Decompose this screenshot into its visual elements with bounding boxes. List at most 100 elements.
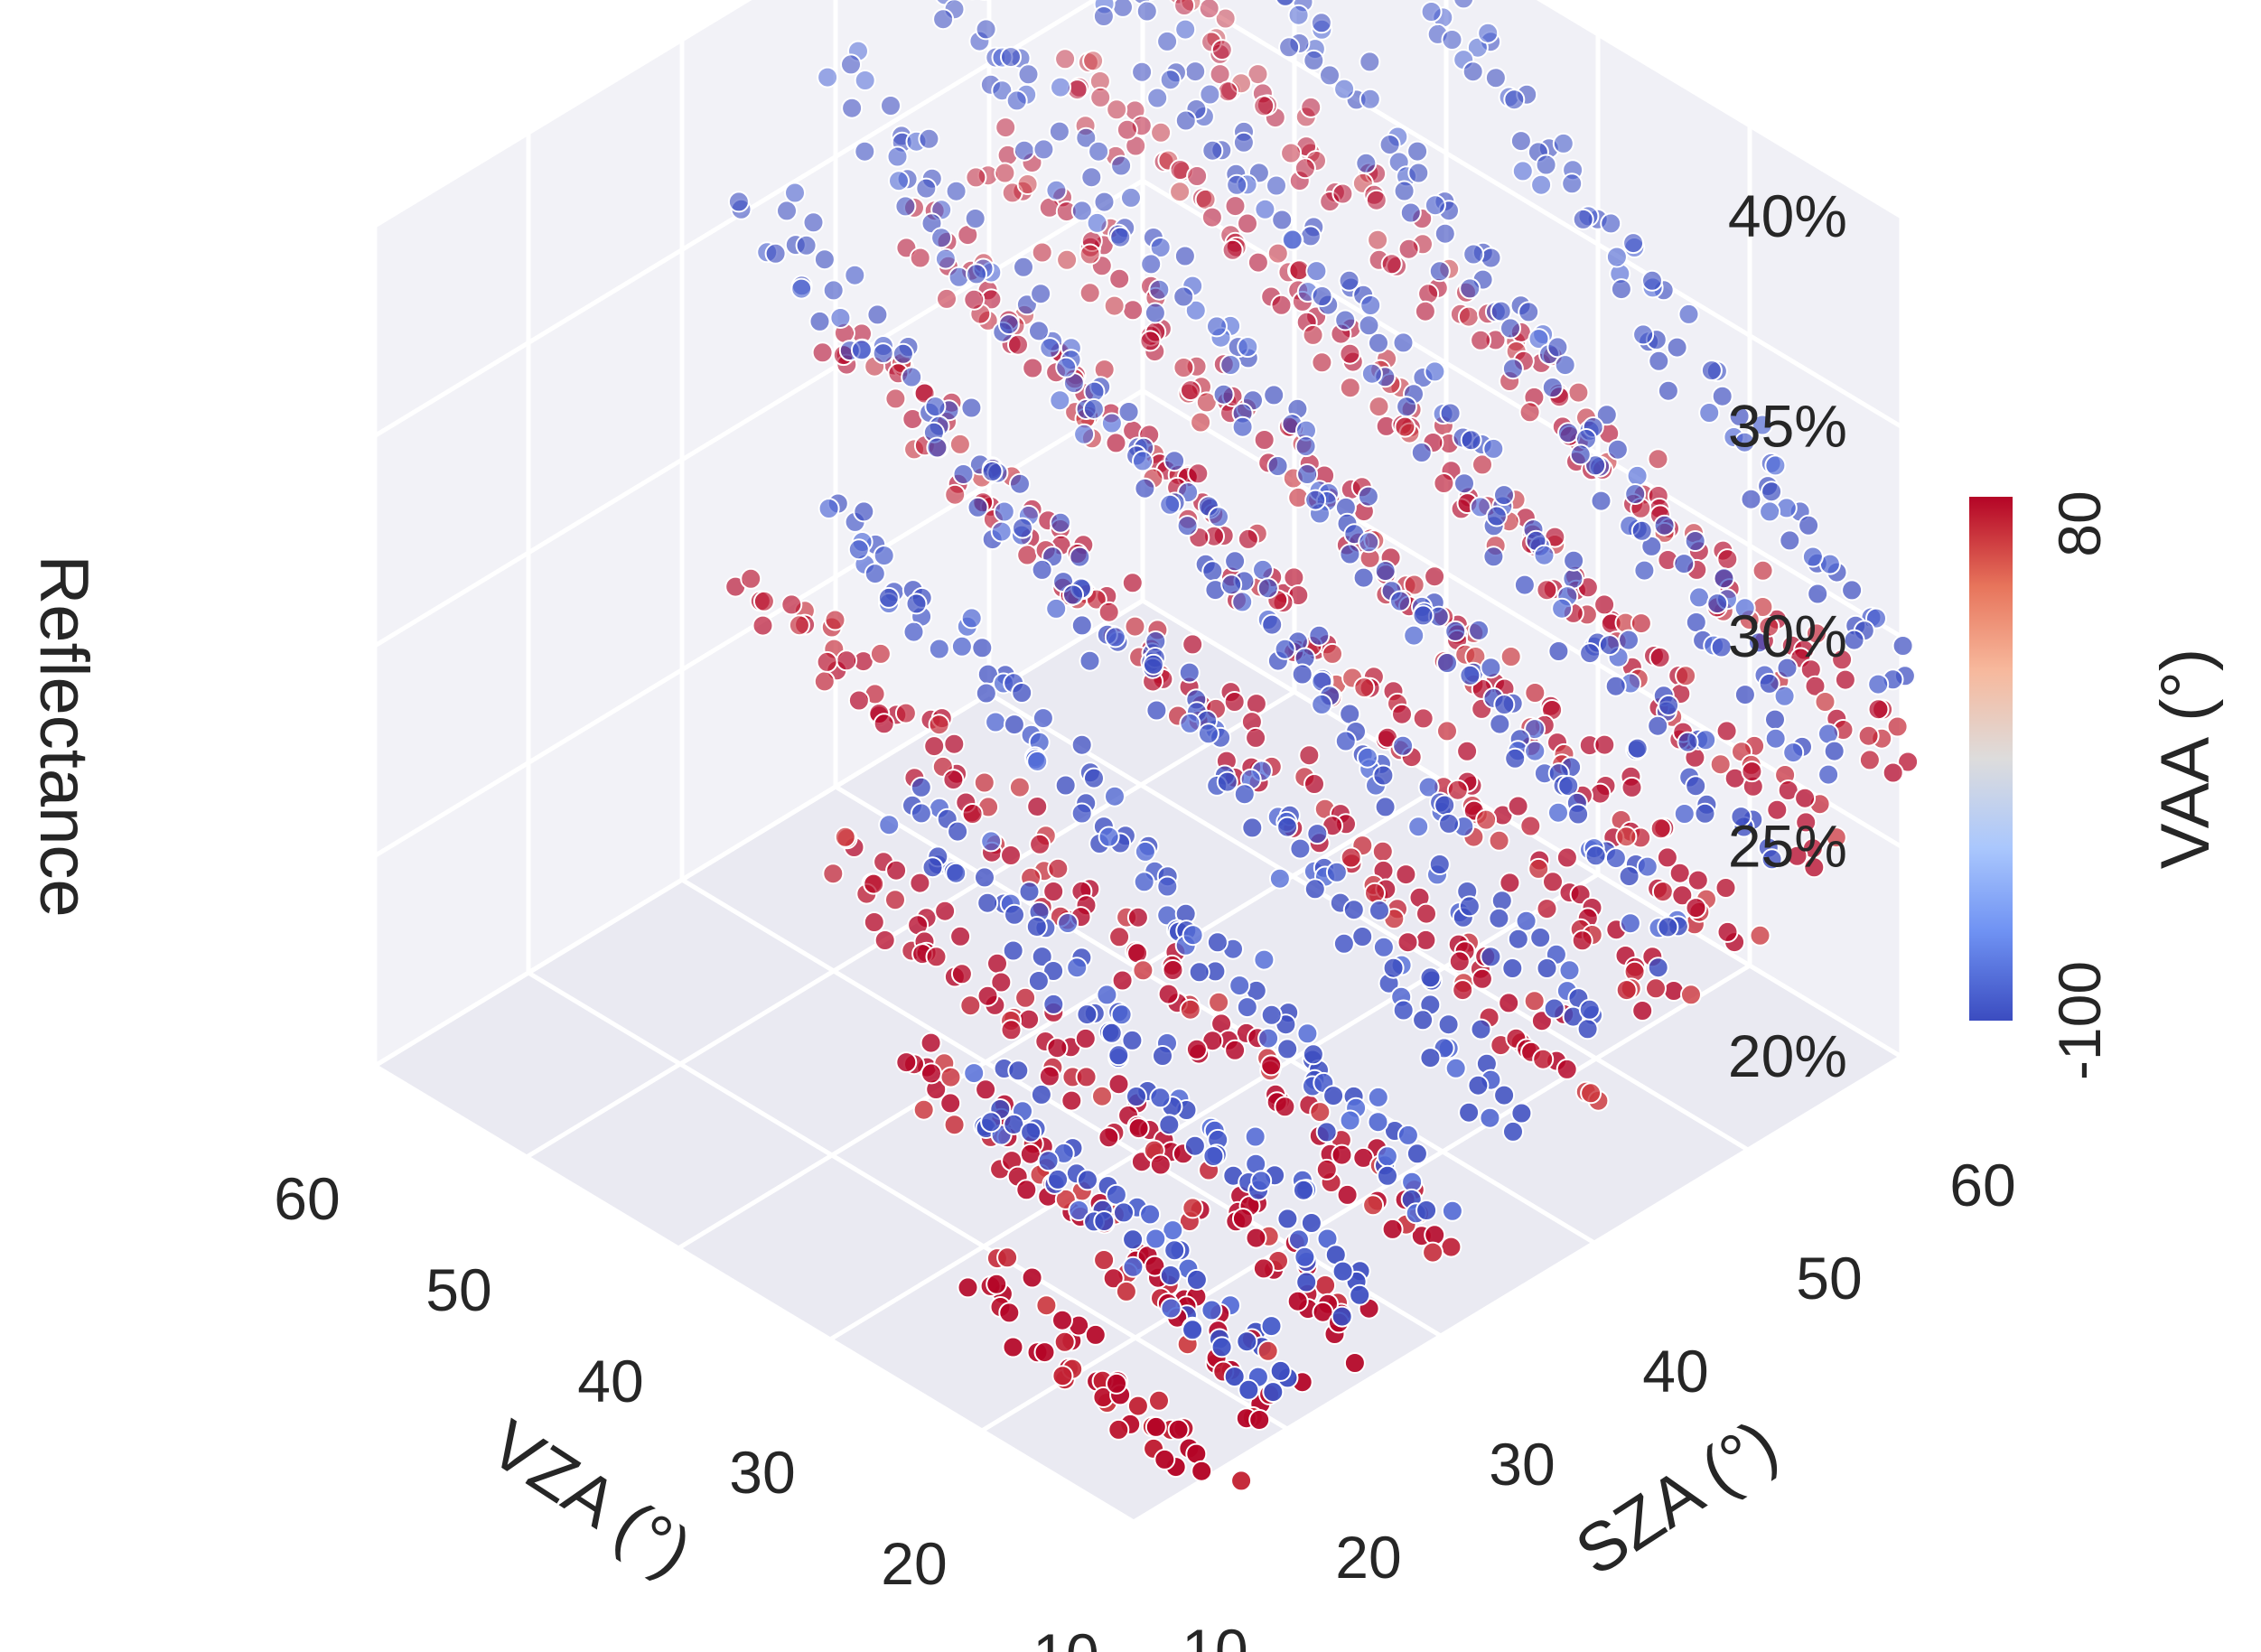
data-point	[975, 682, 997, 705]
data-point	[1475, 808, 1498, 831]
data-point	[1369, 900, 1390, 921]
data-point	[1580, 1082, 1602, 1105]
data-point	[1524, 740, 1546, 762]
data-point	[1238, 1378, 1260, 1401]
data-point	[834, 826, 856, 848]
data-point	[1536, 898, 1558, 920]
data-point	[918, 127, 940, 150]
data-point	[1116, 118, 1138, 141]
data-point	[1334, 730, 1357, 752]
data-point	[1230, 72, 1252, 95]
data-point	[1382, 957, 1405, 979]
data-point	[1453, 0, 1475, 10]
data-point	[1182, 1197, 1204, 1219]
data-point	[1339, 342, 1361, 365]
data-point	[894, 702, 917, 724]
data-point	[1733, 431, 1756, 453]
data-point	[1226, 173, 1248, 196]
data-point	[928, 638, 950, 660]
data-point	[1680, 984, 1702, 1006]
data-point	[1412, 707, 1434, 730]
data-point	[1237, 527, 1259, 550]
data-point	[1843, 629, 1865, 651]
data-point	[1245, 726, 1267, 749]
data-point	[1262, 1381, 1285, 1404]
data-point	[1376, 1145, 1398, 1168]
data-point	[1037, 1150, 1060, 1172]
data-point	[1444, 1057, 1467, 1079]
data-point	[1795, 811, 1817, 834]
data-point	[1438, 812, 1460, 835]
data-point	[1004, 903, 1025, 926]
data-point	[1758, 672, 1780, 695]
data-point	[1252, 558, 1274, 581]
data-point	[1104, 626, 1126, 649]
data-point	[784, 182, 806, 204]
data-point	[1223, 691, 1246, 713]
data-point	[1393, 180, 1415, 202]
x-tick-label: 20	[881, 1530, 947, 1597]
data-point	[1093, 1249, 1116, 1271]
data-point	[1331, 1260, 1354, 1283]
data-point	[1554, 354, 1576, 377]
data-point	[1029, 833, 1051, 855]
data-point	[1108, 926, 1131, 948]
data-point	[1503, 89, 1526, 111]
data-point	[1173, 0, 1196, 16]
data-point	[1184, 61, 1207, 83]
data-point	[1047, 1168, 1070, 1190]
data-point	[1343, 1352, 1366, 1374]
data-point	[1179, 998, 1201, 1021]
data-point	[1666, 336, 1688, 359]
data-point	[1198, 0, 1220, 20]
data-point	[1645, 977, 1667, 1000]
data-point	[1453, 472, 1475, 495]
data-point	[1124, 615, 1146, 638]
data-point	[1286, 1290, 1309, 1312]
grid-refl-right	[373, 178, 1145, 649]
data-point	[1482, 546, 1505, 568]
data-point	[1622, 232, 1645, 255]
data-point	[1266, 455, 1289, 477]
data-point	[1134, 840, 1156, 863]
data-point	[1051, 1309, 1073, 1331]
data-point	[1632, 323, 1655, 346]
data-point	[1684, 530, 1706, 552]
data-point	[1415, 902, 1437, 925]
data-point	[854, 140, 876, 163]
data-point	[1093, 191, 1116, 213]
data-point	[1308, 624, 1331, 647]
data-point	[1162, 959, 1184, 981]
data-point	[1108, 267, 1131, 290]
data-point	[957, 1276, 979, 1299]
data-point	[1595, 404, 1618, 426]
data-point	[888, 170, 910, 192]
data-point	[1834, 668, 1856, 691]
data-point	[1362, 1194, 1385, 1217]
data-point	[1304, 489, 1327, 511]
data-point	[1406, 1143, 1428, 1165]
data-point	[1519, 815, 1542, 837]
data-point	[932, 8, 955, 31]
data-point	[1077, 1169, 1098, 1191]
y-tick-label: 50	[1796, 1245, 1862, 1311]
data-point	[1014, 986, 1037, 1009]
data-point	[1237, 212, 1258, 235]
data-point	[1276, 1208, 1299, 1230]
data-point	[1216, 770, 1238, 793]
data-point	[1266, 174, 1287, 197]
data-point	[980, 1111, 1003, 1134]
data-point	[1507, 795, 1529, 817]
data-point	[1647, 714, 1669, 737]
data-point	[1110, 1003, 1133, 1026]
data-point	[1803, 856, 1826, 879]
data-point	[939, 1066, 962, 1088]
data-point	[1159, 69, 1182, 91]
data-point	[1749, 924, 1771, 947]
data-point	[1695, 729, 1717, 751]
data-point	[944, 483, 967, 506]
data-point	[1173, 357, 1195, 378]
data-point	[1144, 1255, 1166, 1277]
data-point	[1309, 1101, 1331, 1124]
colorbar	[1969, 497, 2013, 1021]
